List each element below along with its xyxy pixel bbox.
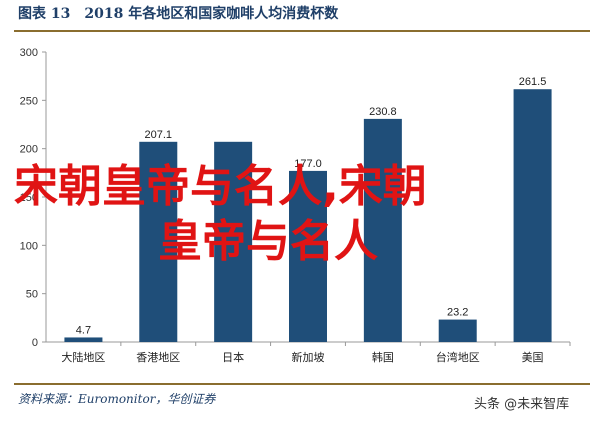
y-tick-label: 150	[20, 192, 38, 204]
x-tick-label-3: 新加坡	[292, 350, 325, 364]
data-label-5: 23.2	[447, 307, 468, 319]
y-tick-label: 100	[20, 240, 38, 252]
figure-title: 图表 13 2018 年各地区和国家咖啡人均消费杯数	[18, 6, 339, 22]
figure-header: 图表 13 2018 年各地区和国家咖啡人均消费杯数	[14, 0, 590, 32]
watermark-line-2: 皇帝与名人	[158, 216, 378, 267]
bar-1	[139, 141, 178, 342]
bar-5	[438, 319, 477, 342]
data-label-6: 261.5	[519, 76, 547, 88]
data-label-0: 4.7	[76, 324, 91, 336]
x-tick-label-5: 台湾地区	[436, 350, 480, 364]
y-tick-label: 50	[26, 289, 38, 301]
y-tick-label: 200	[20, 144, 38, 156]
data-label-4: 230.8	[369, 106, 397, 118]
x-tick-label-2: 日本	[222, 350, 244, 364]
x-tick-label-0: 大陆地区	[61, 350, 105, 364]
figure-source: 资料来源：Euromonitor，华创证券	[18, 392, 216, 406]
y-tick-label: 300	[20, 47, 38, 59]
data-label-1: 207.1	[145, 129, 173, 141]
x-tick-label-6: 美国	[522, 351, 544, 364]
bar-2	[214, 141, 253, 342]
credit-label: 头条 @未来智库	[474, 397, 570, 412]
y-tick-label: 0	[32, 337, 38, 349]
bar-3	[289, 170, 327, 342]
y-tick-label: 250	[20, 95, 38, 107]
x-tick-label-1: 香港地区	[136, 351, 180, 364]
bar-4	[363, 118, 402, 342]
watermark-line-1: 宋朝皇帝与名人,宋朝	[14, 161, 427, 212]
bar-6	[513, 89, 552, 342]
data-label-3: 177.0	[294, 158, 322, 170]
bar-0	[64, 337, 103, 342]
x-tick-label-4: 韩国	[372, 350, 394, 364]
figure-footer: 资料来源：Euromonitor，华创证券	[14, 383, 590, 406]
